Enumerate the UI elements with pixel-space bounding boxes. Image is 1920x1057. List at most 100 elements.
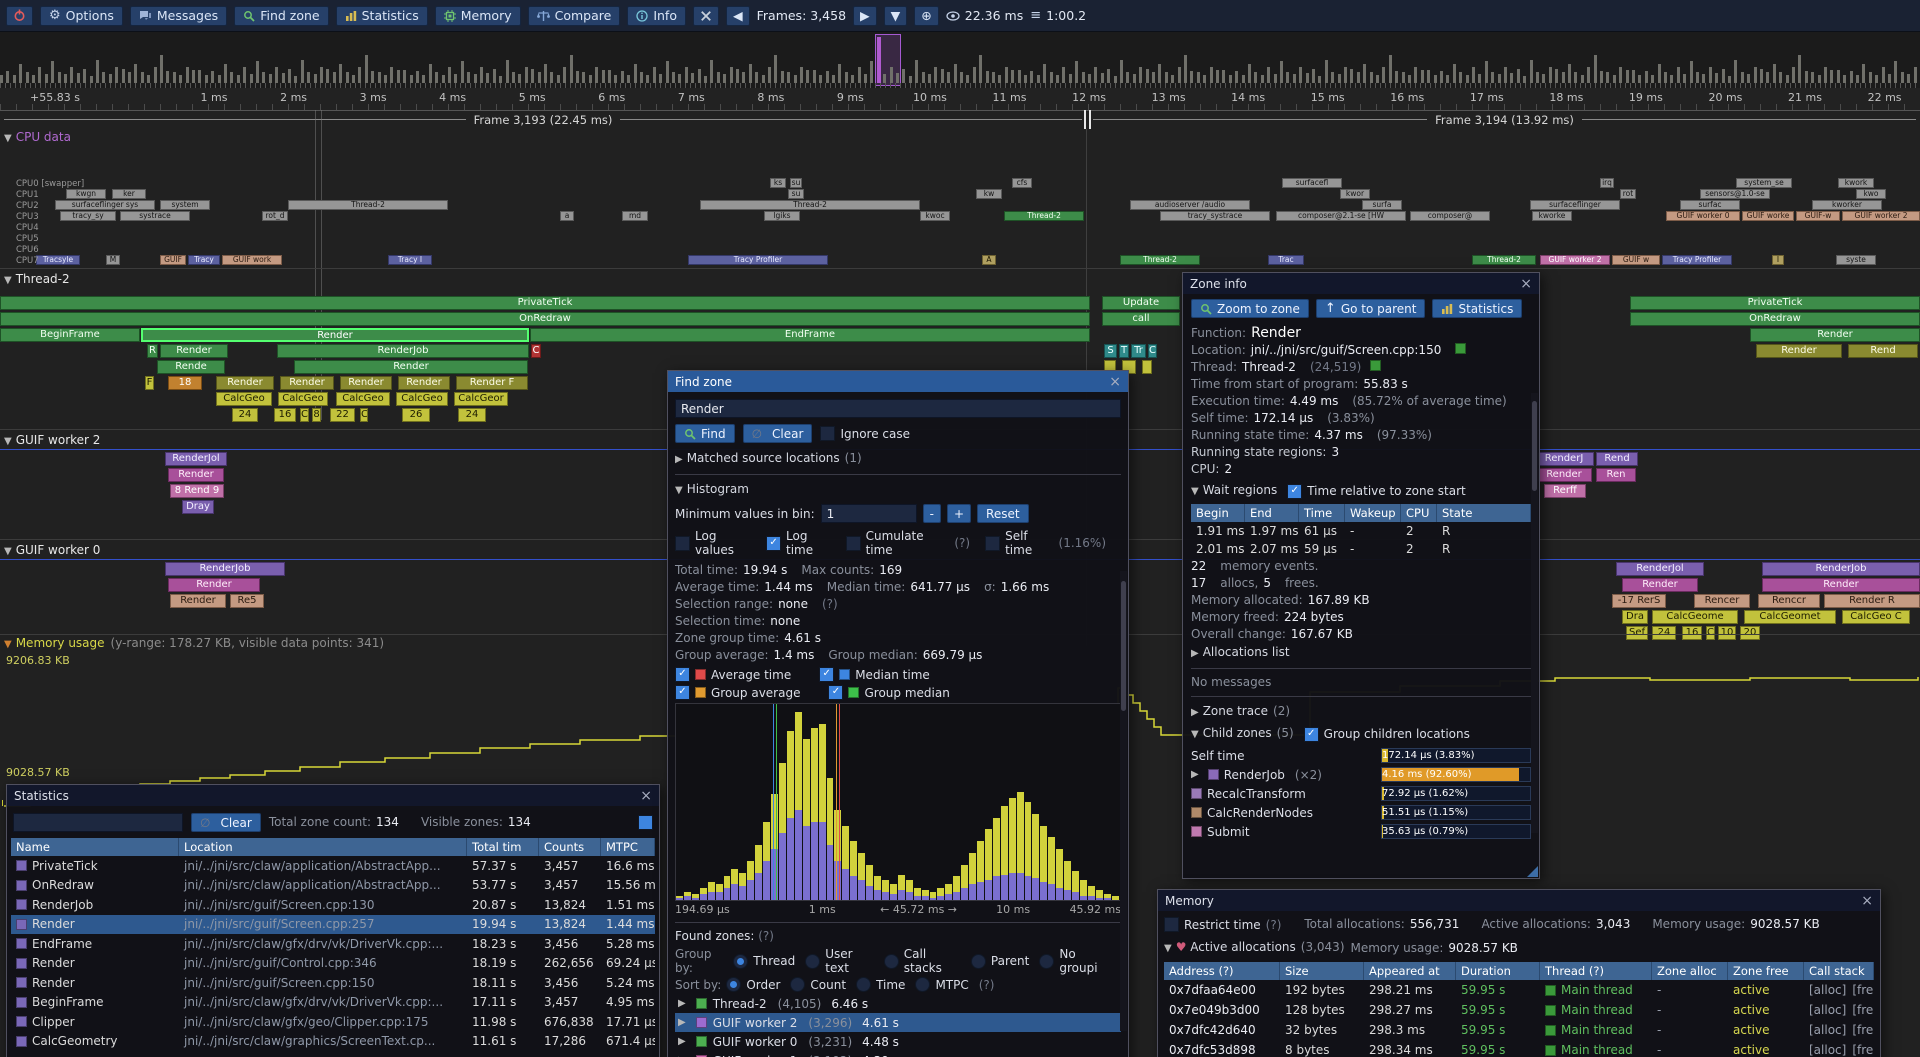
- frame-bar[interactable]: [1708, 66, 1712, 83]
- frame-bar[interactable]: [1273, 73, 1277, 83]
- frame-bar[interactable]: [684, 66, 688, 83]
- table-row[interactable]: 0x7e049b3d00 128 bytes 298.27 ms 59.95 s Mai…: [1164, 1000, 1874, 1020]
- frame-bar[interactable]: [1248, 64, 1251, 83]
- column-header[interactable]: Name: [11, 838, 179, 856]
- cpu-segment[interactable]: Trac: [1268, 255, 1304, 265]
- scrollbar-thumb[interactable]: [1121, 581, 1126, 711]
- frame-bar[interactable]: [403, 70, 407, 83]
- cpu-segment[interactable]: surfa: [1362, 200, 1402, 210]
- frame-bar[interactable]: [1491, 71, 1495, 83]
- frame-bar[interactable]: [947, 72, 951, 83]
- frame-bar[interactable]: [64, 74, 67, 83]
- timeline-zone[interactable]: CalcGeor: [454, 392, 508, 406]
- timeline-zone[interactable]: C: [531, 344, 541, 358]
- frame-bar[interactable]: [1145, 68, 1149, 83]
- found-zone-group-row[interactable]: ▶ GUIF worker 0 (3,231) 4.48 s: [675, 1032, 1121, 1051]
- frame-bar[interactable]: [256, 61, 259, 83]
- frame-bar[interactable]: [179, 74, 183, 83]
- close-icon[interactable]: ×: [1109, 373, 1121, 390]
- frame-bar[interactable]: [902, 69, 906, 83]
- frame-bar[interactable]: [1331, 71, 1335, 83]
- frame-bar[interactable]: [1158, 64, 1162, 83]
- column-header[interactable]: Wakeup: [1345, 504, 1401, 522]
- frame-bar[interactable]: [953, 64, 957, 83]
- table-row[interactable]: BeginFrame jni/../jni/src/claw/gfx/drv/vk…: [11, 993, 655, 1013]
- frame-bar[interactable]: [307, 71, 311, 83]
- frame-bar[interactable]: [1324, 59, 1328, 83]
- frame-bar[interactable]: [716, 71, 720, 83]
- frame-bar[interactable]: [1414, 66, 1418, 83]
- legend-checkbox[interactable]: ✓ Group average: [675, 685, 800, 700]
- cpu-segment[interactable]: kw: [976, 189, 1002, 199]
- frame-bar[interactable]: [608, 70, 611, 83]
- frame-bar[interactable]: [422, 74, 426, 83]
- table-row[interactable]: Render jni/../jni/src/guif/Control.cpp:34…: [11, 954, 655, 974]
- frame-bar[interactable]: [1657, 64, 1661, 83]
- frame-bar[interactable]: [985, 71, 989, 83]
- timeline-zone[interactable]: C: [1148, 344, 1157, 358]
- scrollbar[interactable]: [1531, 393, 1538, 833]
- cpu-segment[interactable]: surfacefl: [1282, 178, 1342, 188]
- cpu-segment[interactable]: GUIF work: [222, 255, 282, 265]
- timeline-zone[interactable]: 8: [312, 408, 321, 422]
- frame-bar[interactable]: [774, 55, 778, 83]
- scrollbar-thumb[interactable]: [1532, 401, 1537, 491]
- table-row[interactable]: 1.91 ms 1.97 ms 61 µs - 2 R: [1191, 522, 1531, 540]
- found-zone-group-row[interactable]: ▶ GUIF worker 2 (3,296) 4.61 s: [675, 1013, 1121, 1032]
- frame-bar[interactable]: [806, 70, 810, 83]
- frame-bar[interactable]: [1107, 69, 1111, 83]
- frame-bar[interactable]: [800, 66, 803, 83]
- column-header[interactable]: Zone alloc: [1652, 962, 1728, 980]
- frame-bar[interactable]: [1670, 74, 1674, 83]
- frame-bar[interactable]: [1856, 74, 1859, 83]
- frame-bar[interactable]: [1862, 64, 1866, 83]
- frame-bar[interactable]: [1900, 71, 1904, 83]
- frame-bar[interactable]: [51, 61, 55, 83]
- timeline-zone[interactable]: Render F: [456, 376, 528, 390]
- legend-checkbox[interactable]: ✓ Group median: [828, 685, 950, 700]
- frame-bar[interactable]: [531, 68, 535, 83]
- frame-bar[interactable]: [460, 61, 464, 83]
- cpu-segment[interactable]: Thread-2: [288, 200, 448, 210]
- frame-bar[interactable]: [1894, 61, 1898, 83]
- frame-bar[interactable]: [313, 73, 317, 83]
- timeline-zone[interactable]: -17 RerS: [1612, 594, 1666, 608]
- frame-bar[interactable]: [441, 74, 445, 83]
- timeline-zone[interactable]: 24: [458, 408, 486, 422]
- frame-bar[interactable]: [1024, 75, 1027, 83]
- column-header[interactable]: Counts: [539, 838, 601, 856]
- increment-button[interactable]: +: [946, 504, 972, 523]
- frame-bar[interactable]: [1203, 74, 1207, 83]
- frame-bar[interactable]: [992, 72, 995, 83]
- timeline-zone[interactable]: F: [145, 376, 154, 390]
- child-zone-row[interactable]: CalcRenderNodes 51.51 µs (1.15%): [1191, 803, 1531, 822]
- timeline-zone[interactable]: EndFrame: [530, 328, 1090, 342]
- column-header[interactable]: Thread (?): [1540, 962, 1652, 980]
- timeline-zone[interactable]: Dra: [1622, 610, 1648, 624]
- timeline-zone[interactable]: Rencer: [1694, 594, 1750, 608]
- cpu-segment[interactable]: GUIF-w: [1796, 211, 1840, 221]
- frame-bar[interactable]: [396, 70, 400, 83]
- allocations-list-toggle[interactable]: ▶ Allocations list: [1191, 645, 1290, 659]
- cpu-segment[interactable]: kwork: [1838, 178, 1874, 188]
- timeline-zone[interactable]: Rend: [1848, 344, 1918, 358]
- frame-bar[interactable]: [1356, 72, 1360, 83]
- frame-bar[interactable]: [1772, 64, 1776, 83]
- column-header[interactable]: End: [1245, 504, 1299, 522]
- frame-bar[interactable]: [1081, 71, 1085, 83]
- frame-dropdown-button[interactable]: ▼: [883, 5, 908, 26]
- frame-bar[interactable]: [1152, 72, 1155, 83]
- restrict-time-checkbox[interactable]: Restrict time (?): [1164, 917, 1286, 932]
- table-row[interactable]: 0x7dfc53d898 8 bytes 298.34 ms 59.95 s Main …: [1164, 1040, 1874, 1057]
- frame-bar[interactable]: [1721, 69, 1725, 83]
- find-zone-window-titlebar[interactable]: Find zone ×: [668, 371, 1128, 392]
- frame-bar[interactable]: [998, 74, 1002, 83]
- frame-bar[interactable]: [38, 67, 42, 83]
- frame-bar[interactable]: [243, 67, 247, 83]
- cpu-segment[interactable]: Thread-2: [700, 200, 920, 210]
- frame-bar[interactable]: [236, 74, 240, 83]
- frame-bar[interactable]: [633, 64, 637, 83]
- frame-bar[interactable]: [627, 74, 631, 83]
- frame-bar[interactable]: [1766, 72, 1770, 83]
- frame-bar[interactable]: [1510, 73, 1514, 83]
